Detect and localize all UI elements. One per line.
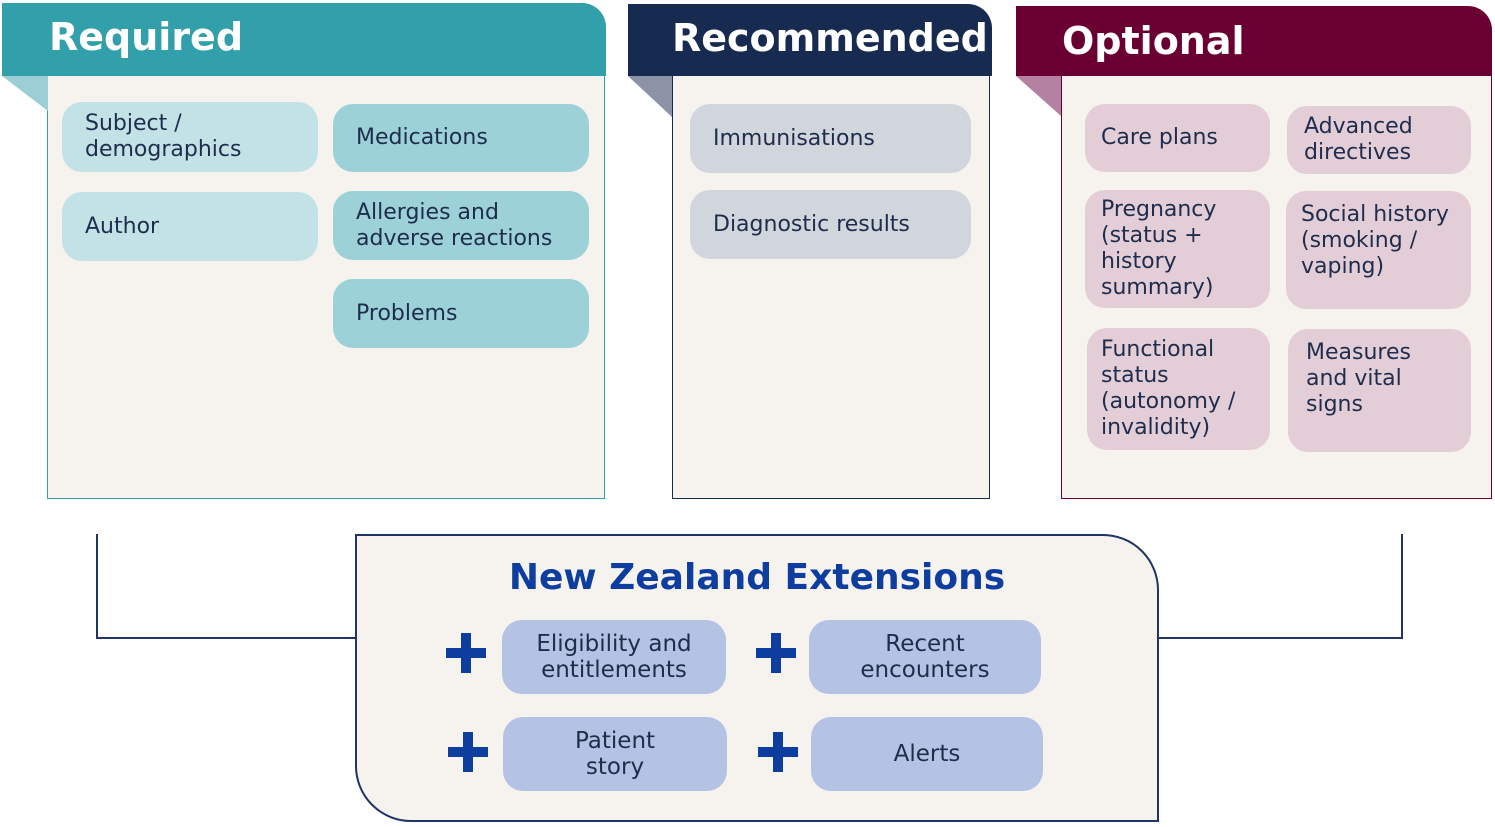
extension-item-recent-encounters: Recent encounters: [809, 620, 1041, 694]
plus-icon: [448, 732, 488, 772]
extension-item-patient-story: Patient story: [503, 717, 727, 791]
required-fold: [2, 76, 48, 111]
required-title: Required: [49, 18, 243, 56]
optional-item-functional-status: Functional status (autonomy / invalidity…: [1087, 328, 1270, 450]
optional-title: Optional: [1062, 22, 1245, 60]
bracket-left-vertical: [96, 534, 98, 638]
optional-item-advanced-directives: Advanced directives: [1287, 106, 1471, 174]
recommended-title: Recommended: [672, 19, 988, 57]
optional-fold: [1016, 76, 1061, 116]
optional-header: Optional: [1016, 6, 1492, 76]
bracket-right-horizontal: [1158, 637, 1403, 639]
recommended-item-diagnostic-results: Diagnostic results: [690, 190, 971, 259]
optional-item-pregnancy: Pregnancy (status + history summary): [1085, 190, 1270, 308]
required-item-medications: Medications: [333, 104, 589, 172]
recommended-item-immunisations: Immunisations: [690, 104, 971, 173]
plus-icon: [756, 633, 796, 673]
required-header: Required: [2, 3, 606, 76]
extensions-title: New Zealand Extensions: [355, 557, 1159, 598]
recommended-fold: [628, 76, 672, 117]
extension-item-alerts: Alerts: [811, 717, 1043, 791]
optional-item-measures-vital-signs: Measures and vital signs: [1288, 329, 1471, 452]
plus-icon: [758, 732, 798, 772]
required-item-subject-demographics: Subject / demographics: [62, 102, 318, 172]
plus-icon: [446, 633, 486, 673]
bracket-left-horizontal: [96, 637, 356, 639]
required-item-problems: Problems: [333, 279, 589, 348]
recommended-header: Recommended: [628, 4, 992, 76]
bracket-right-vertical: [1401, 534, 1403, 638]
optional-item-social-history: Social history (smoking / vaping): [1286, 191, 1471, 309]
required-item-allergies: Allergies and adverse reactions: [333, 191, 589, 260]
optional-item-care-plans: Care plans: [1085, 104, 1270, 172]
extension-item-eligibility: Eligibility and entitlements: [502, 620, 726, 694]
required-item-author: Author: [62, 192, 318, 261]
